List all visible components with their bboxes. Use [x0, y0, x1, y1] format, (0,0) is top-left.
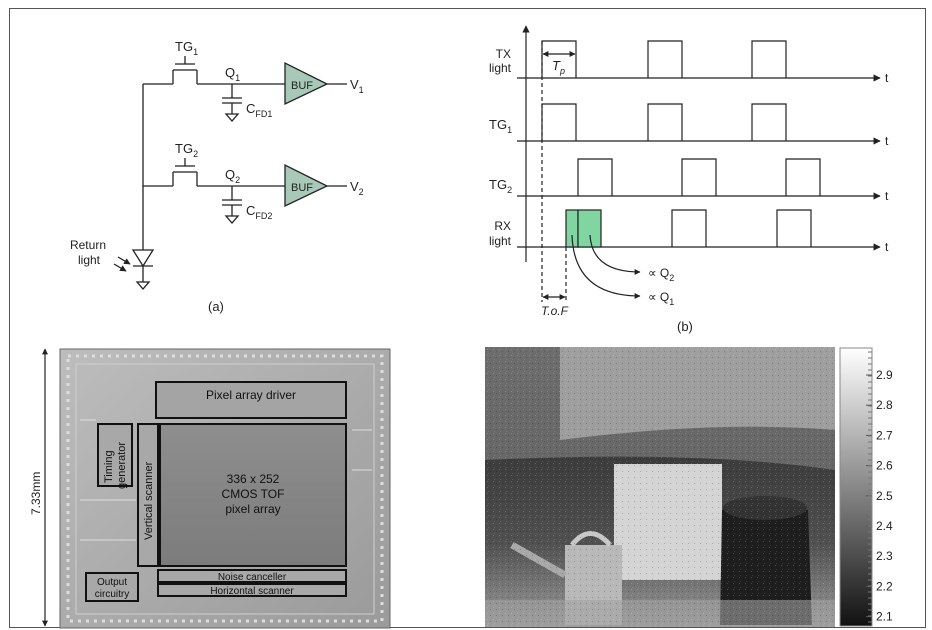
tx-pulse	[647, 40, 683, 78]
q2-leader-arrow	[589, 234, 641, 275]
q1-leader-arrow	[571, 234, 641, 299]
v2-label: V2	[350, 179, 364, 197]
depth-scale-tick-label: 2.6	[876, 459, 893, 473]
depth-scale-tick-label: 2.4	[876, 519, 893, 533]
depth-scale-tick-label: 2.8	[876, 398, 893, 412]
depth-scale-tick-label: 2.9	[876, 368, 893, 382]
q1-label: Q1	[225, 65, 240, 83]
circuit-diagram	[113, 56, 347, 290]
horizontal-scanner-block	[157, 583, 347, 597]
cfd2-label: CFD2	[246, 203, 272, 221]
output-circuitry-label-line1: Output	[97, 577, 127, 588]
tx-pulse	[541, 40, 577, 78]
photodiode-icon	[131, 249, 155, 268]
pixel-array-driver-label: Pixel array driver	[206, 388, 296, 402]
q2-proportional-label: ∝ Q2	[648, 266, 674, 283]
tg2-pulse	[681, 158, 717, 196]
chip-dimension-label: 7.33mm	[29, 472, 43, 515]
tg2-label: TG2	[175, 141, 198, 159]
horizontal-scanner-label: Horizontal scanner	[210, 586, 294, 597]
depth-scale-bar: 2.9 2.8 2.7 2.6 2.5 2.4 2.3 2.2 2.1	[839, 347, 893, 627]
q1-proportional-label: ∝ Q1	[648, 290, 674, 307]
pixel-array-label-line2: CMOS TOF	[222, 487, 285, 501]
tx-label-line2: light	[489, 61, 512, 75]
time-axis-label: t	[885, 134, 889, 148]
vertical-scanner-block	[137, 423, 159, 567]
timing-generator-block	[97, 423, 133, 487]
pixel-array-label-line1: 336 x 252	[227, 472, 280, 486]
buf2-label: BUF	[291, 182, 313, 194]
rx-pulse	[671, 209, 707, 247]
pixel-array-driver-block	[155, 381, 347, 419]
return-light-label-line1: Return	[70, 238, 106, 252]
tx-pulse	[751, 40, 787, 78]
output-circuitry-block	[85, 572, 139, 602]
depth-scale-gradient	[839, 347, 873, 627]
noise-canceller-label: Noise canceller	[218, 572, 287, 583]
tp-label: Tp	[552, 58, 565, 76]
rx-label-line1: RX	[494, 219, 511, 233]
depth-image	[485, 347, 835, 627]
pixel-array-block	[159, 423, 347, 567]
caption-a: (a)	[208, 299, 224, 314]
tof-label: T.o.F	[541, 304, 569, 318]
rx-pulse	[776, 209, 812, 247]
timing-generator-label-line2: generator	[116, 442, 128, 489]
timing-labels: TX light TG1 TG2 RX light t t t t Tp T.o…	[489, 47, 889, 334]
light-arrow-icon	[117, 256, 131, 265]
tg2-timing-label: TG2	[489, 177, 512, 195]
depth-scale-tick-label: 2.5	[876, 489, 893, 503]
tg1-label: TG1	[175, 39, 198, 57]
cfd1-label: CFD1	[246, 101, 272, 119]
rx-pulse-q2-portion	[577, 209, 602, 248]
q2-label: Q2	[225, 167, 240, 185]
vertical-scanner-label: Vertical scanner	[143, 461, 155, 540]
tg2-pulse	[785, 158, 821, 196]
tg1-pulse	[541, 103, 577, 141]
light-arrow-icon	[113, 263, 127, 272]
return-light-label-line2: light	[78, 253, 101, 267]
time-axis-label: t	[885, 240, 889, 254]
tg2-pulse	[577, 158, 613, 196]
noise-canceller-block	[157, 569, 347, 583]
tg1-timing-label: TG1	[489, 117, 512, 135]
depth-scale-tick-label: 2.7	[876, 428, 893, 442]
pixel-array-label-line3: pixel array	[225, 502, 280, 516]
figure-frame	[9, 8, 926, 628]
caption-b: (b)	[677, 319, 693, 334]
timing-generator-label-line1: Timing	[103, 450, 115, 483]
buf1-amplifier	[284, 61, 329, 106]
buf2-amplifier	[284, 163, 329, 208]
time-axis-label: t	[885, 189, 889, 203]
tx-label-line1: TX	[496, 47, 511, 61]
tg1-pulse	[647, 103, 683, 141]
depth-scale-tick-label: 2.3	[876, 549, 893, 563]
tg1-pulse	[751, 103, 787, 141]
depth-scale-tick-label: 2.1	[876, 610, 893, 624]
buf1-label: BUF	[291, 80, 313, 92]
rx-label-line2: light	[489, 234, 512, 248]
v1-label: V1	[350, 77, 364, 95]
circuit-labels: TG1 Q1 BUF V1 CFD1 TG2 Q2 BUF V2 CFD2 Re…	[70, 39, 364, 314]
chip-micrograph: 7.33mm Pixel array driver Timing generat…	[29, 348, 391, 629]
time-axis-label: t	[885, 71, 889, 85]
depth-scale-tick-label: 2.2	[876, 579, 893, 593]
output-circuitry-label-line2: circuitry	[95, 589, 129, 600]
timing-diagram	[517, 25, 881, 302]
pad-ring	[66, 354, 384, 623]
